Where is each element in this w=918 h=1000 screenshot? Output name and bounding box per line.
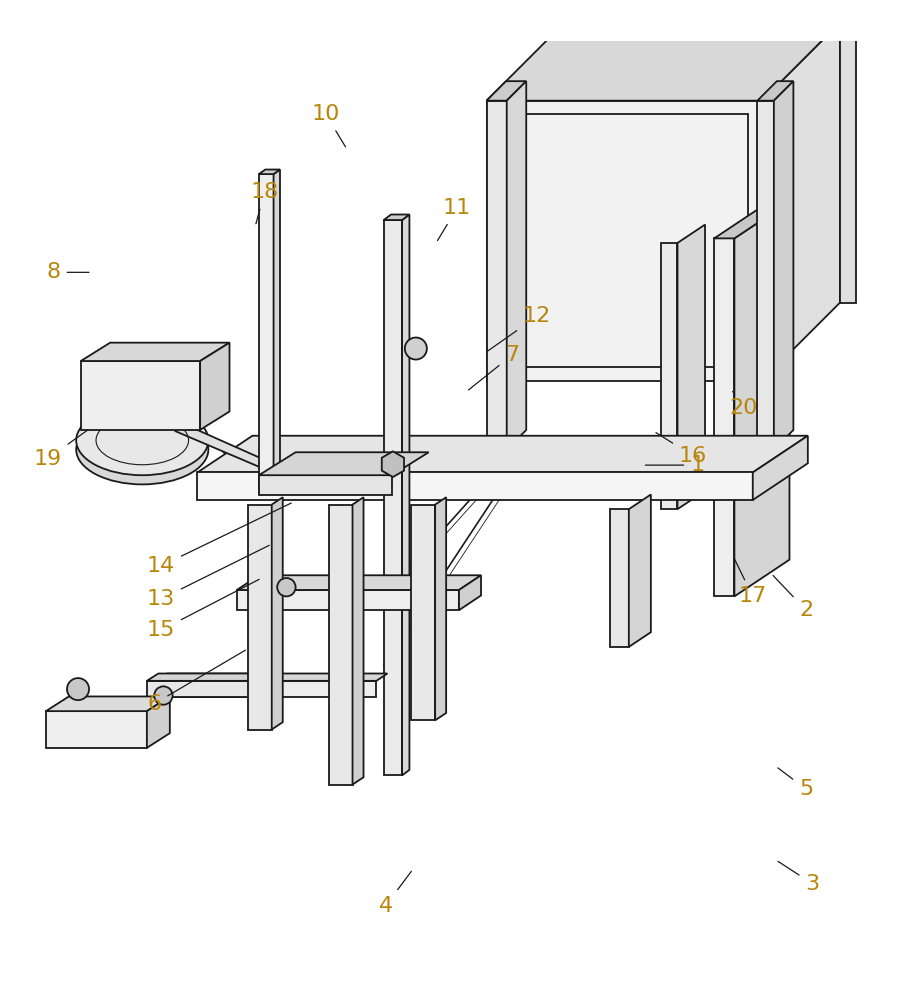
Polygon shape <box>384 220 402 775</box>
Polygon shape <box>156 674 387 681</box>
Polygon shape <box>274 170 280 493</box>
Polygon shape <box>353 497 364 785</box>
Polygon shape <box>384 215 409 220</box>
Text: 7: 7 <box>468 345 520 390</box>
Polygon shape <box>487 81 526 101</box>
Text: 16: 16 <box>656 433 707 466</box>
Text: 20: 20 <box>730 392 757 418</box>
Polygon shape <box>459 575 481 610</box>
Polygon shape <box>507 81 526 450</box>
Polygon shape <box>487 23 840 101</box>
Circle shape <box>154 686 173 705</box>
Text: 3: 3 <box>778 861 820 894</box>
Circle shape <box>277 578 296 596</box>
Text: 8: 8 <box>46 262 89 282</box>
Text: 13: 13 <box>147 545 269 609</box>
Text: 4: 4 <box>378 871 411 916</box>
Circle shape <box>405 338 427 360</box>
Polygon shape <box>147 674 274 681</box>
Text: 1: 1 <box>645 455 705 475</box>
Polygon shape <box>757 101 774 450</box>
Text: 12: 12 <box>487 306 551 352</box>
Text: 5: 5 <box>778 768 813 799</box>
Polygon shape <box>197 472 753 500</box>
Polygon shape <box>259 170 280 174</box>
Circle shape <box>387 459 398 470</box>
Polygon shape <box>677 225 705 509</box>
Polygon shape <box>629 494 651 647</box>
Polygon shape <box>610 509 629 647</box>
Polygon shape <box>175 420 268 471</box>
Polygon shape <box>487 101 762 381</box>
Polygon shape <box>200 343 230 430</box>
Text: 11: 11 <box>438 198 471 241</box>
Text: 18: 18 <box>251 182 278 224</box>
Polygon shape <box>840 23 856 303</box>
Ellipse shape <box>76 415 208 484</box>
Polygon shape <box>46 696 170 711</box>
Polygon shape <box>259 174 274 493</box>
Polygon shape <box>81 343 230 361</box>
Polygon shape <box>248 505 272 729</box>
Polygon shape <box>402 215 409 775</box>
Text: 17: 17 <box>733 558 767 606</box>
Polygon shape <box>487 101 507 450</box>
Text: 14: 14 <box>147 503 291 576</box>
Polygon shape <box>156 681 376 697</box>
Text: 15: 15 <box>147 579 259 640</box>
Text: 6: 6 <box>147 650 245 714</box>
Text: 19: 19 <box>34 430 88 469</box>
Polygon shape <box>272 497 283 729</box>
Polygon shape <box>147 696 170 748</box>
Text: 2: 2 <box>773 575 813 620</box>
Polygon shape <box>661 243 677 509</box>
Polygon shape <box>147 681 262 697</box>
Polygon shape <box>197 436 808 472</box>
Polygon shape <box>753 436 808 500</box>
Text: 10: 10 <box>312 104 345 147</box>
Polygon shape <box>81 361 200 430</box>
Polygon shape <box>714 202 789 238</box>
Polygon shape <box>237 590 459 610</box>
Ellipse shape <box>76 405 208 475</box>
Polygon shape <box>757 81 793 101</box>
Polygon shape <box>329 505 353 785</box>
Polygon shape <box>774 81 793 450</box>
Polygon shape <box>237 575 481 590</box>
Polygon shape <box>259 475 392 495</box>
Polygon shape <box>714 238 734 596</box>
Polygon shape <box>411 505 435 720</box>
Polygon shape <box>46 711 147 748</box>
Polygon shape <box>435 497 446 720</box>
Circle shape <box>67 678 89 700</box>
Polygon shape <box>259 452 429 475</box>
Polygon shape <box>734 202 789 596</box>
Polygon shape <box>762 23 840 381</box>
